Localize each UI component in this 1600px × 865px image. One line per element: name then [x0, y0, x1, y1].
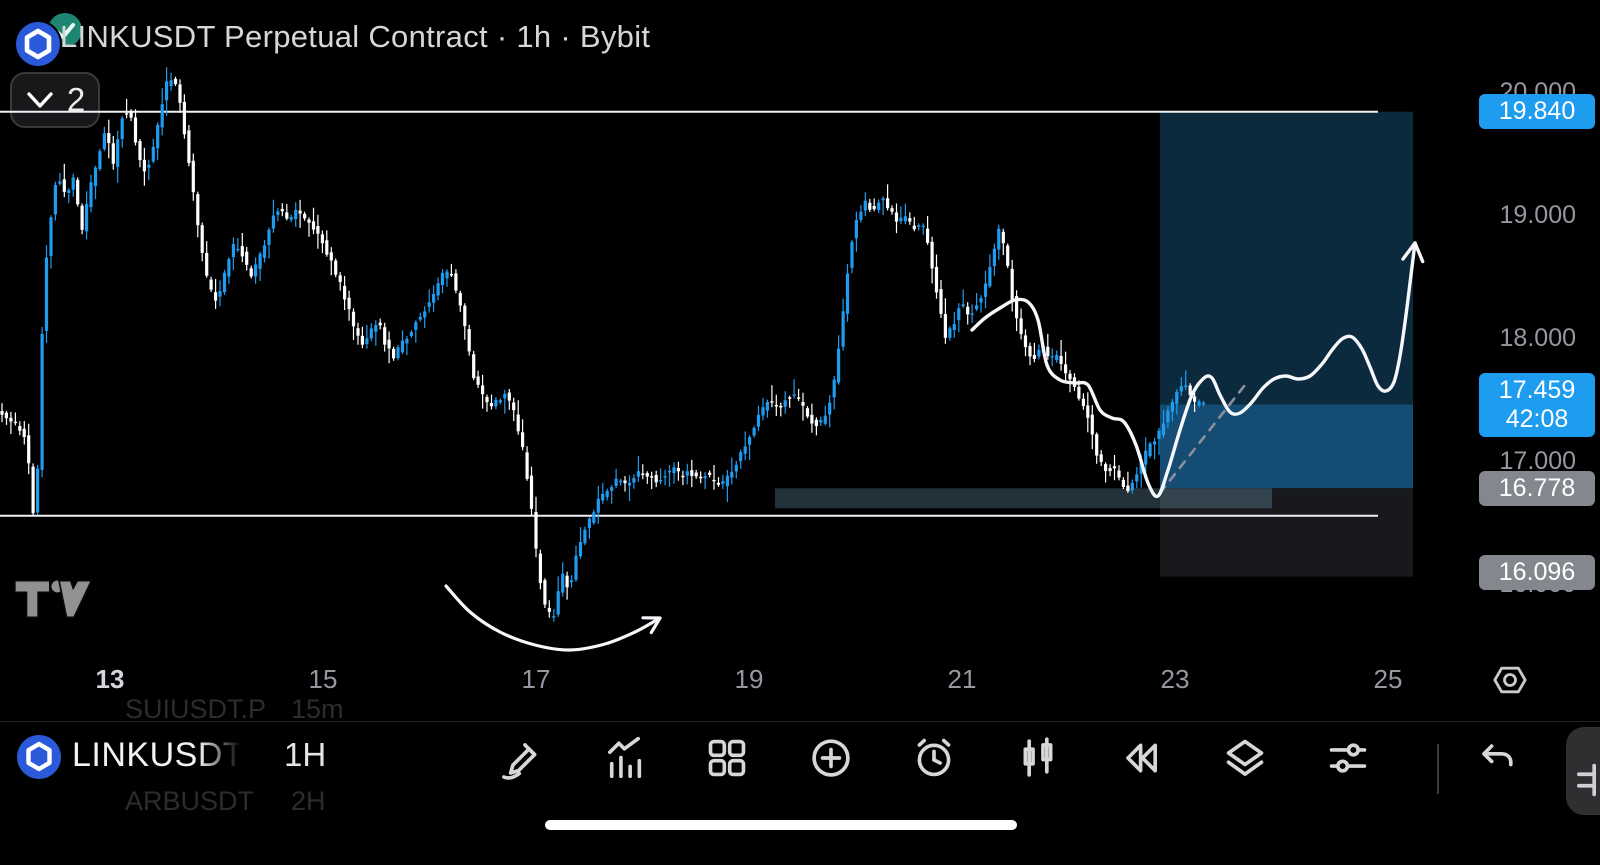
drawings-count-button[interactable]: 2	[10, 72, 100, 128]
alert-button[interactable]	[911, 735, 957, 781]
demand-zone	[775, 488, 1272, 509]
time-axis-label: 23	[1160, 664, 1190, 694]
undo-icon	[1482, 744, 1513, 767]
layers-button[interactable]	[1222, 735, 1268, 781]
projection-entry-band	[1160, 404, 1413, 489]
price-axis-label: 17.000	[1499, 447, 1576, 475]
layouts-icon	[708, 739, 746, 777]
drawings-count-label: 2	[66, 81, 86, 118]
chevron-down-icon	[27, 92, 53, 108]
watchlist-interval: 2H	[291, 786, 326, 816]
time-axis-label: 15	[308, 664, 338, 694]
time-axis-label: 17	[521, 664, 551, 694]
projection-stop-zone	[1160, 488, 1413, 577]
watchlist-symbol: SUIUSDT.P	[125, 694, 267, 724]
layers-icon	[1226, 739, 1263, 776]
toolbar-divider-line	[0, 721, 1600, 722]
time-axis-label: 21	[947, 664, 977, 694]
watchlist-symbol: ARBUSDT	[125, 786, 255, 816]
chart-type-icon	[1023, 737, 1052, 777]
watchlist-row-below[interactable]: ARBUSDT 2H	[0, 786, 700, 818]
hexagon-settings-icon	[1493, 666, 1527, 694]
tune-icon	[1577, 763, 1596, 796]
level-price-badge-lower: 16.096	[1479, 554, 1595, 590]
side-panel-edge-button[interactable]	[1566, 727, 1600, 815]
chart-title[interactable]: LINKUSDT Perpetual Contract · 1h · Bybit	[60, 19, 651, 54]
indicators-icon	[607, 736, 641, 779]
replay-icon	[1126, 743, 1158, 773]
hexagon-settings-button[interactable]	[1490, 660, 1530, 700]
chainlink-icon	[14, 20, 62, 68]
current-price-badge: 17.459 42:08	[1479, 372, 1595, 437]
alert-icon	[917, 738, 951, 777]
add-button[interactable]	[808, 735, 854, 781]
toolbar-vertical-divider	[1437, 744, 1439, 794]
chainlink-logo-icon	[17, 735, 61, 779]
time-axis-label: 25	[1373, 664, 1403, 694]
projection-profit-zone	[1160, 111, 1413, 405]
draw-button[interactable]	[497, 735, 543, 781]
candlestick-chart[interactable]	[0, 0, 1600, 720]
chart-type-button[interactable]	[1015, 735, 1061, 781]
price-axis-label: 18.000	[1499, 324, 1576, 352]
level-price-badge-upper: 16.778	[1479, 470, 1595, 506]
draw-icon	[502, 743, 537, 780]
indicators-button[interactable]	[601, 735, 647, 781]
replay-button[interactable]	[1118, 735, 1164, 781]
chart-header: LINKUSDT Perpetual Contract · 1h · Bybit	[0, 0, 1000, 70]
target-price-badge: 19.840	[1479, 94, 1595, 130]
bottom-reversal-arrow	[444, 584, 662, 652]
tradingview-watermark	[14, 574, 94, 629]
watchlist-interval: 15m	[291, 694, 344, 724]
toolbar-interval[interactable]: 1H	[284, 736, 327, 773]
time-axis-label: 13	[95, 664, 125, 694]
projection-path-arrow	[970, 241, 1425, 499]
layouts-button[interactable]	[704, 735, 750, 781]
settings-button[interactable]	[1325, 735, 1371, 781]
add-icon	[811, 739, 850, 777]
watchlist-row-above[interactable]: SUIUSDT.P 15m	[0, 694, 700, 726]
toolbar-symbol: LINKUSDT	[72, 736, 245, 774]
undo-button[interactable]	[1474, 735, 1520, 781]
settings-icon	[1329, 743, 1367, 773]
price-axis-label: 19.000	[1499, 201, 1576, 229]
time-axis-label: 19	[734, 664, 764, 694]
home-indicator[interactable]	[545, 820, 1017, 830]
